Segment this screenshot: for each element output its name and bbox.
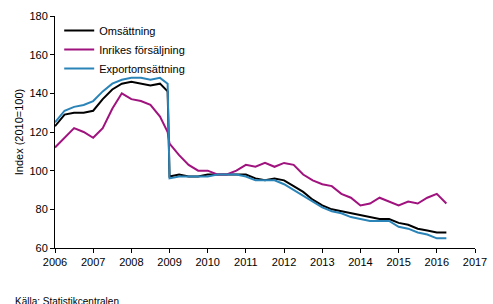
- svg-text:100: 100: [29, 165, 47, 177]
- svg-text:Exportomsättning: Exportomsättning: [99, 63, 185, 75]
- svg-text:2013: 2013: [310, 256, 334, 268]
- svg-text:180: 180: [29, 10, 47, 22]
- svg-text:60: 60: [36, 242, 48, 254]
- svg-text:2015: 2015: [386, 256, 410, 268]
- svg-text:2009: 2009: [157, 256, 181, 268]
- svg-text:Källa: Statistikcentralen: Källa: Statistikcentralen: [15, 296, 119, 304]
- svg-text:2011: 2011: [234, 256, 258, 268]
- svg-text:160: 160: [29, 49, 47, 61]
- svg-text:2014: 2014: [348, 256, 372, 268]
- svg-text:2007: 2007: [81, 256, 105, 268]
- svg-text:2010: 2010: [195, 256, 219, 268]
- svg-text:120: 120: [29, 126, 47, 138]
- svg-text:2017: 2017: [463, 256, 487, 268]
- svg-text:2012: 2012: [272, 256, 296, 268]
- svg-text:Index (2010=100): Index (2010=100): [13, 89, 25, 176]
- svg-text:Omsättning: Omsättning: [99, 25, 155, 37]
- svg-text:Inrikes försäljning: Inrikes försäljning: [99, 44, 185, 56]
- svg-text:140: 140: [29, 87, 47, 99]
- svg-text:2016: 2016: [425, 256, 449, 268]
- svg-text:80: 80: [36, 203, 48, 215]
- svg-text:2008: 2008: [119, 256, 143, 268]
- svg-text:2006: 2006: [43, 256, 67, 268]
